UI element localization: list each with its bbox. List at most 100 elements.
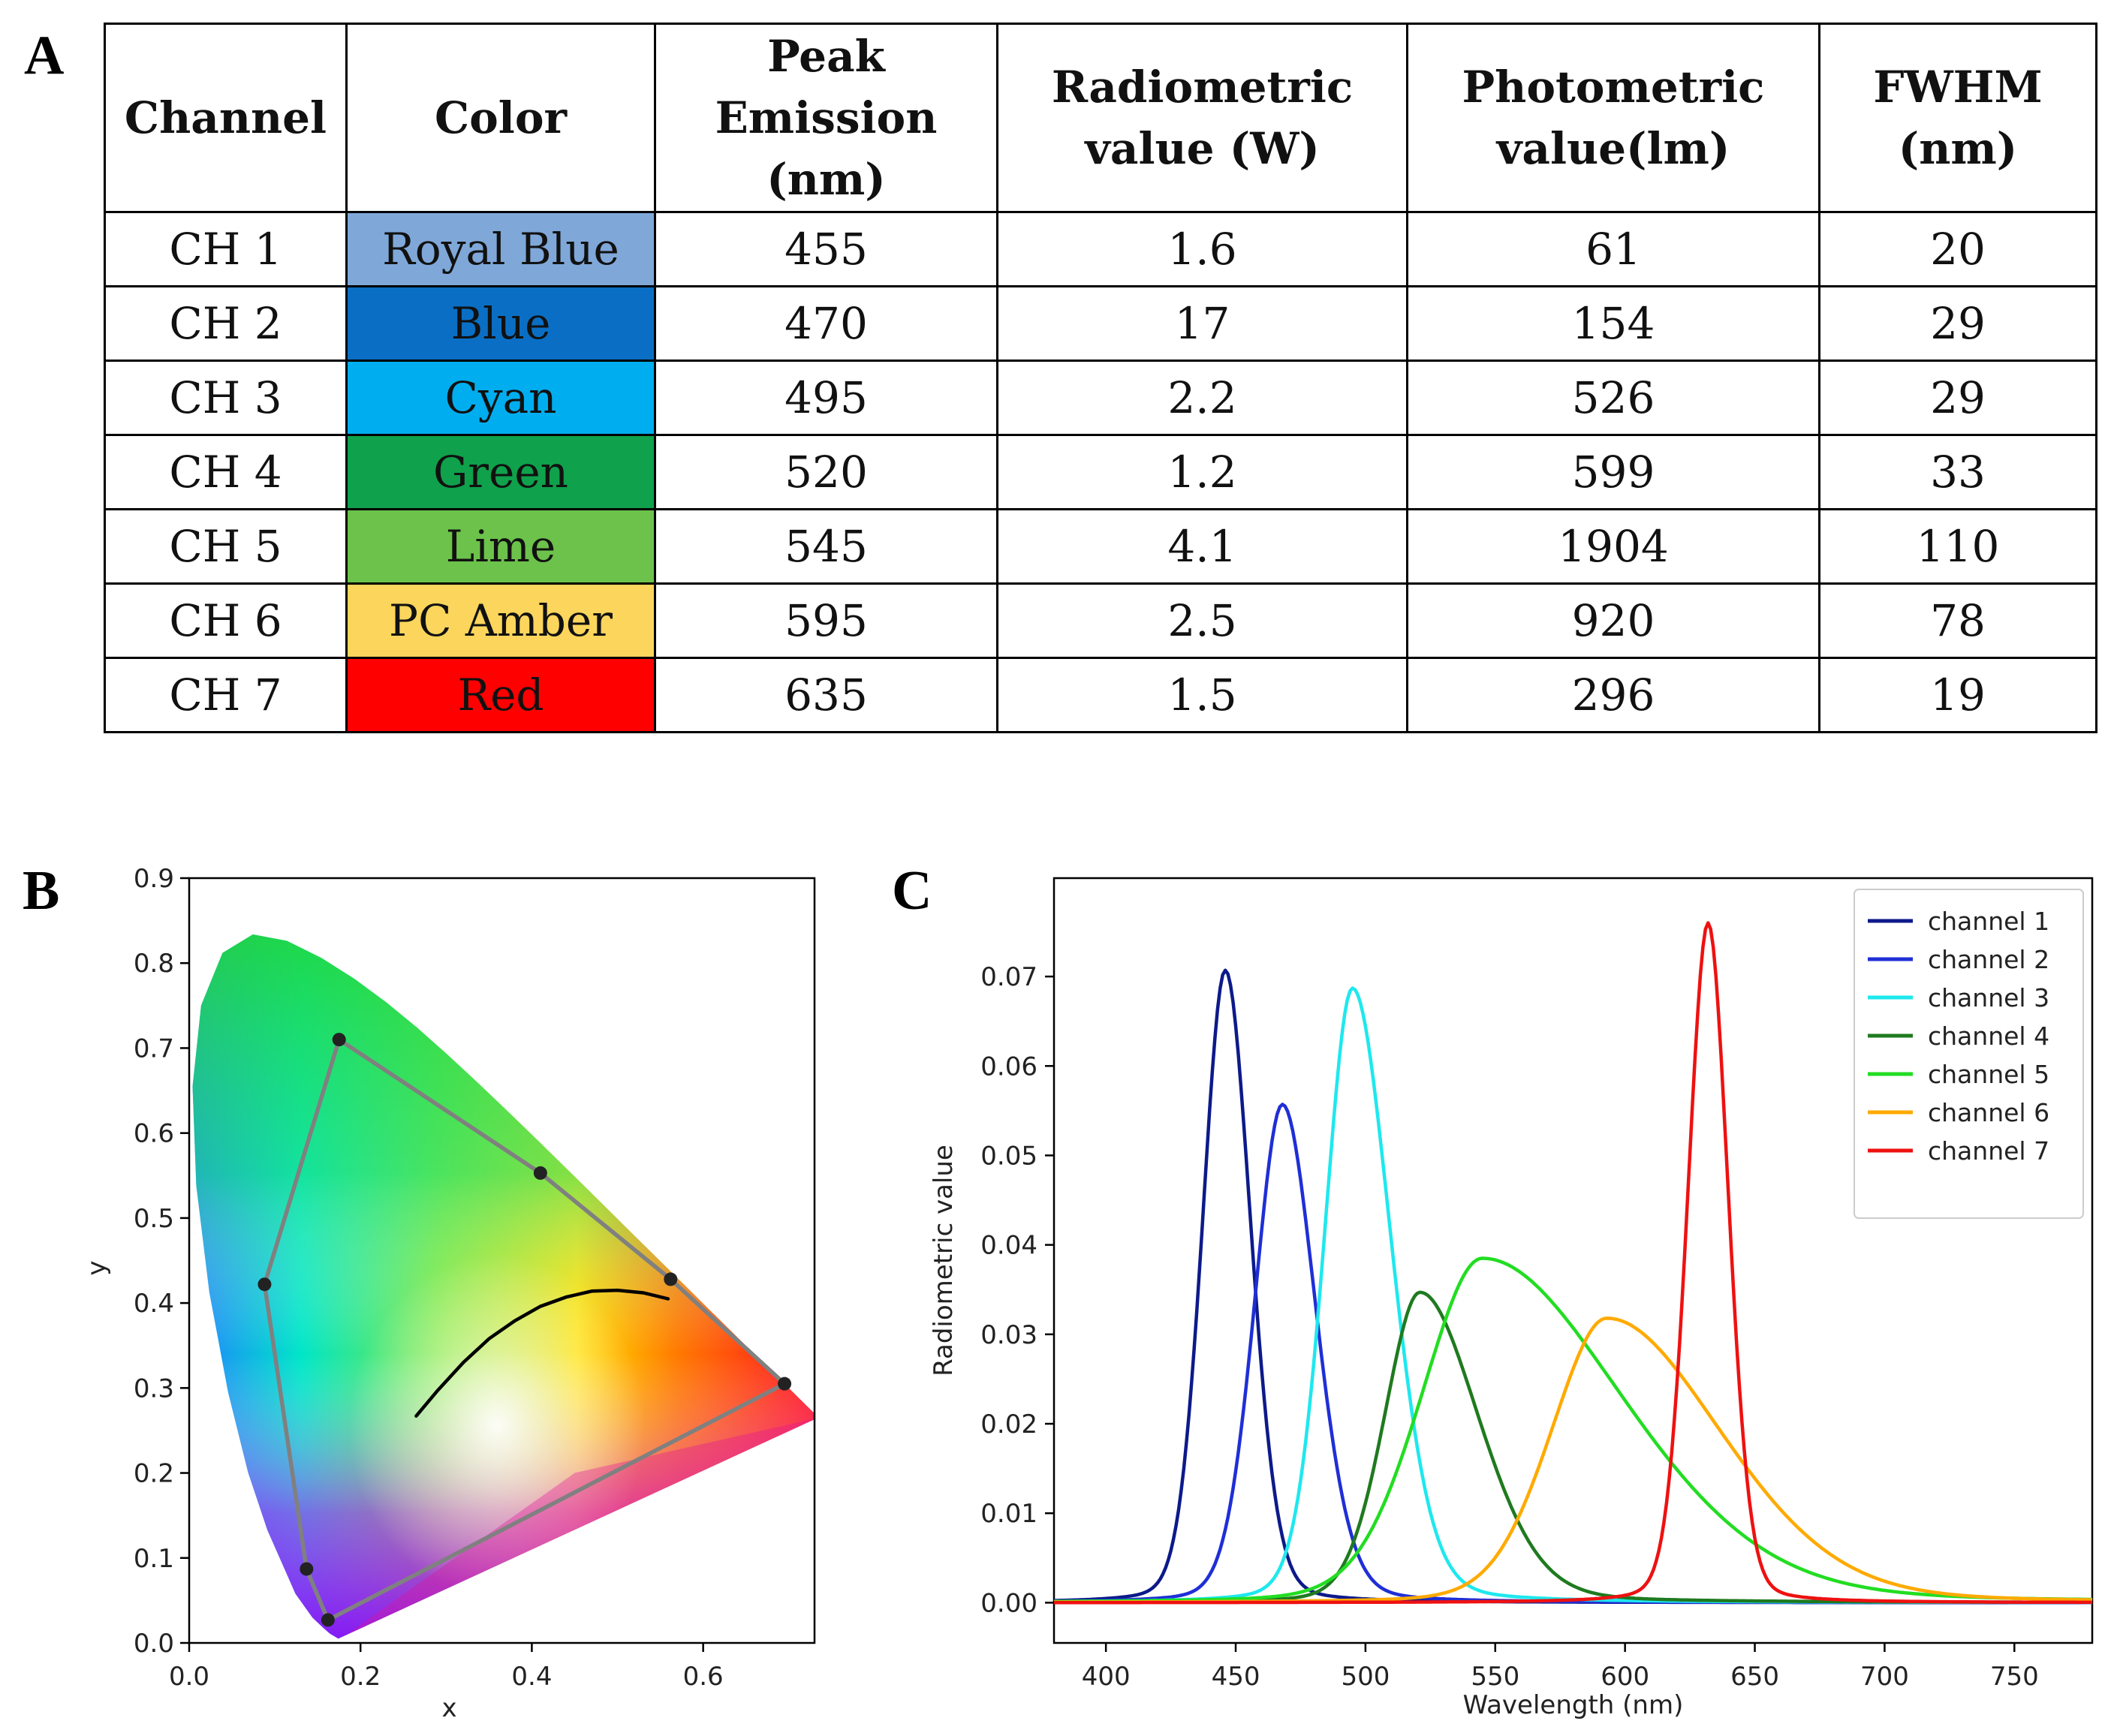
y-tick-label: 0.00 [980,1588,1037,1618]
cell-color: Red [345,657,656,733]
y-axis-label: Radiometric value [929,1145,959,1376]
x-tick-label: 500 [1341,1662,1390,1692]
panel-label-b: B [23,860,60,922]
y-tick-label: 0.3 [134,1373,174,1404]
cell-photometric: 1904 [1406,508,1820,585]
y-tick-label: 0.1 [134,1544,174,1574]
x-axis-label: Wavelength (nm) [1463,1690,1684,1720]
legend-label: channel 3 [1928,983,2049,1012]
y-tick-label: 0.01 [980,1499,1037,1529]
x-tick-label: 450 [1212,1662,1260,1692]
table-row: CH 3 Cyan 495 2.2 526 29 [104,360,2097,436]
legend-label: channel 7 [1928,1136,2049,1166]
x-tick-label: 600 [1601,1662,1649,1692]
cell-radiometric: 2.2 [996,360,1408,436]
cell-photometric: 526 [1406,360,1820,436]
header-channel: Channel [104,23,348,213]
x-tick-label: 0.2 [340,1662,381,1692]
header-line: (nm) [766,154,886,205]
cell-fwhm: 19 [1818,657,2097,733]
table-row: CH 6 PC Amber 595 2.5 920 78 [104,582,2097,659]
y-tick-label: 0.06 [980,1052,1037,1082]
cie-chromaticity-chart: 0.0 0.2 0.4 0.6 0.0 0.1 0.2 0.3 0.4 0.5 0.6 0.7 0.8 0… [82,864,819,1723]
gamut-point [778,1376,792,1391]
cell-fwhm: 33 [1818,434,2097,510]
y-tick-label: 0.0 [134,1629,174,1659]
cell-photometric: 920 [1406,582,1820,659]
y-tick-label: 0.9 [134,864,174,894]
y-tick-label: 0.6 [134,1119,174,1149]
spectrum-curves [1054,921,2092,1605]
cell-photometric: 599 [1406,434,1820,510]
y-tick-label: 0.05 [980,1141,1037,1171]
gamut-point [533,1166,547,1180]
y-tick-label: 0.5 [134,1204,174,1234]
header-photometric: Photometric value(lm) [1406,23,1820,213]
cell-channel: CH 5 [104,508,348,585]
legend-label: channel 1 [1928,907,2049,936]
cell-channel: CH 1 [104,211,348,287]
cell-color: Blue [345,285,656,362]
cell-fwhm: 29 [1818,285,2097,362]
cell-peak: 635 [654,657,998,733]
table-header-row: Channel Color Peak Emission (nm) Radiometric v… [104,23,2097,213]
cell-channel: CH 2 [104,285,348,362]
x-tick-label: 0.4 [511,1662,552,1692]
header-fwhm: FWHM (nm) [1818,23,2097,213]
header-line: value(lm) [1496,123,1730,174]
cell-color: Royal Blue [345,211,656,287]
series-line-5 [1054,1256,2092,1603]
cell-peak: 545 [654,508,998,585]
x-tick-label: 650 [1730,1662,1779,1692]
cell-channel: CH 6 [104,582,348,659]
cell-radiometric: 1.6 [996,211,1408,287]
y-tick-label: 0.04 [980,1231,1037,1261]
header-radiometric: Radiometric value (W) [996,23,1408,213]
header-line: Peak [767,31,885,82]
legend-label: channel 5 [1928,1060,2049,1089]
legend-label: channel 4 [1928,1021,2049,1051]
header-line: Photometric [1462,62,1765,113]
x-tick-label: 0.0 [169,1662,209,1692]
table-row: CH 5 Lime 545 4.1 1904 110 [104,508,2097,585]
cell-radiometric: 17 [996,285,1408,362]
gamut-polygon [262,1037,787,1623]
gamut-point [664,1272,678,1286]
cell-color: Lime [345,508,656,585]
cell-photometric: 61 [1406,211,1820,287]
y-tick-label: 0.2 [134,1459,174,1489]
cell-photometric: 296 [1406,657,1820,733]
header-line: (nm) [1898,123,2018,174]
header-color: Color [345,23,656,213]
header-line: Channel [124,92,327,143]
gamut-point [321,1613,335,1627]
y-tick-label: 0.8 [134,949,174,979]
cell-peak: 595 [654,582,998,659]
x-tick-label: 0.6 [683,1662,724,1692]
y-tick-label: 0.02 [980,1410,1037,1440]
cell-color: Cyan [345,360,656,436]
y-tick-label: 0.7 [134,1033,174,1064]
cell-fwhm: 29 [1818,360,2097,436]
legend-box [1854,889,2084,1219]
cell-peak: 495 [654,360,998,436]
table-row: CH 1 Royal Blue 455 1.6 61 20 [104,211,2097,287]
y-axis-label: y [82,1260,112,1275]
cell-radiometric: 2.5 [996,582,1408,659]
table-row: CH 4 Green 520 1.2 599 33 [104,434,2097,510]
led-channel-table: Channel Color Peak Emission (nm) Radiometric v… [104,23,2097,733]
legend-label: channel 6 [1928,1098,2049,1127]
y-tick-label: 0.07 [980,962,1037,992]
header-line: Emission [715,92,938,143]
cell-peak: 520 [654,434,998,510]
cell-channel: CH 4 [104,434,348,510]
cell-color: PC Amber [345,582,656,659]
cell-color: Green [345,434,656,510]
planckian-locus-curve [414,1288,670,1418]
cell-channel: CH 7 [104,657,348,733]
cell-channel: CH 3 [104,360,348,436]
legend-label: channel 2 [1928,945,2049,974]
cell-fwhm: 110 [1818,508,2097,585]
y-tick-label: 0.4 [134,1289,174,1319]
cie-plot-frame [188,877,816,1644]
